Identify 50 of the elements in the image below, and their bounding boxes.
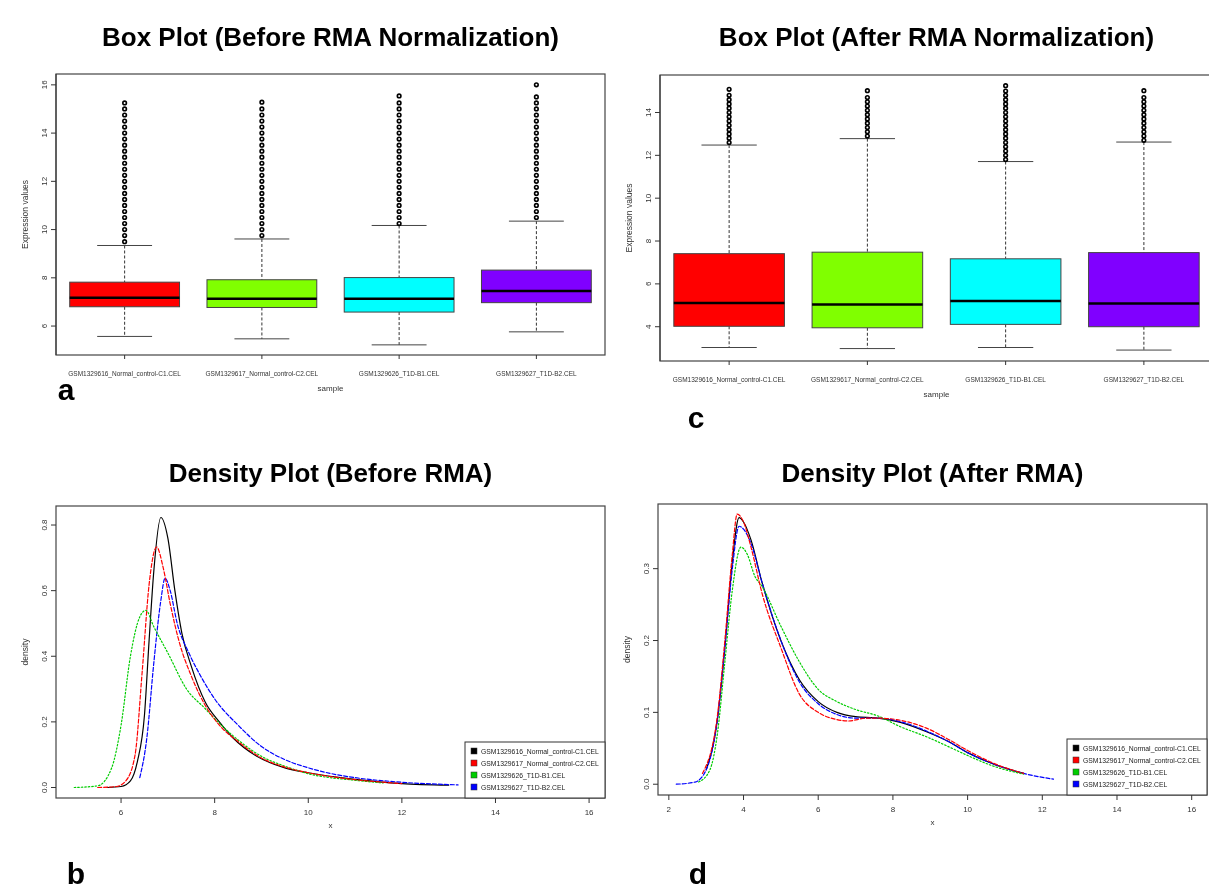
x-axis-title: x <box>930 818 935 827</box>
text: b <box>66 857 86 886</box>
x-tick-label: 4 <box>741 805 747 814</box>
y-tick-label: 0.0 <box>40 781 49 794</box>
y-tick-label: 10 <box>644 193 653 203</box>
x-tick-label: 14 <box>491 808 501 817</box>
chart-title: Density Plot (After RMA) <box>781 458 1084 488</box>
x-tick-label: 8 <box>890 805 896 814</box>
y-tick-label: 0.2 <box>40 715 49 728</box>
y-tick-label: 14 <box>644 107 653 117</box>
x-tick-label: 6 <box>118 808 124 817</box>
chart-title: Box Plot (After RMA Normalization) <box>718 22 1155 52</box>
y-tick-label: 8 <box>644 238 653 244</box>
y-tick-label: 0.0 <box>642 778 651 790</box>
y-tick-label: 12 <box>40 176 49 186</box>
x-tick-label: 6 <box>815 805 821 814</box>
x-tick-label: 10 <box>963 805 973 814</box>
y-axis-title: Expression values <box>20 180 30 249</box>
y-tick-label: 0.4 <box>40 650 49 662</box>
y-tick-label: 8 <box>40 275 49 281</box>
y-axis-title: Expression values <box>624 183 634 253</box>
y-tick-label: 0.1 <box>642 706 651 718</box>
chart-title: Box Plot (Before RMA Normalization) <box>102 22 559 52</box>
y-tick-label: 16 <box>40 79 49 90</box>
text: c <box>687 401 705 434</box>
text: d <box>688 857 708 886</box>
chart-title: Density Plot (Before RMA) <box>168 458 493 488</box>
y-tick-label: 0.6 <box>40 584 49 597</box>
y-tick-label: 14 <box>40 128 49 138</box>
x-tick-label: 2 <box>666 805 672 814</box>
x-tick-label: 16 <box>1187 805 1197 814</box>
y-axis-title: density <box>622 635 632 663</box>
x-axis-title: sample <box>317 384 344 393</box>
x-tick-label: 10 <box>303 808 314 817</box>
y-axis-title: density <box>20 637 30 666</box>
y-tick-label: 12 <box>644 150 653 160</box>
x-tick-label: 12 <box>397 808 407 817</box>
y-tick-label: 0.3 <box>642 562 651 575</box>
y-tick-label: 4 <box>644 323 653 329</box>
x-axis-title: x <box>328 821 333 830</box>
y-tick-label: 6 <box>40 323 49 329</box>
y-tick-label: 10 <box>40 224 49 235</box>
x-tick-label: 16 <box>584 808 595 817</box>
y-tick-label: 0.2 <box>642 634 651 647</box>
y-tick-label: 6 <box>644 281 653 287</box>
x-tick-label: 14 <box>1112 805 1122 814</box>
x-tick-label: 8 <box>212 808 218 817</box>
x-tick-label: 12 <box>1037 805 1048 814</box>
x-axis-title: sample <box>923 390 950 399</box>
y-tick-label: 0.8 <box>40 518 49 531</box>
